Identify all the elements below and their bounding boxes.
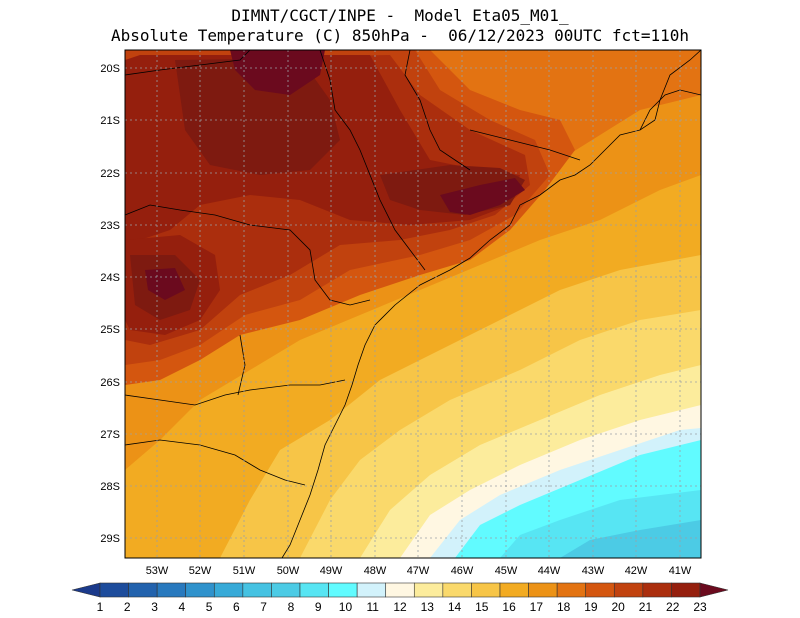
grid-lines — [125, 50, 701, 558]
lon-label: 53W — [146, 565, 169, 577]
lat-label: 29S — [100, 533, 120, 545]
field-23c-west — [145, 268, 185, 300]
colorbar-label: 12 — [393, 600, 407, 614]
colorbar-swatch — [128, 582, 158, 598]
lon-label: 48W — [364, 565, 387, 577]
chart-title-line-1: DIMNT/CGCT/INPE - Model Eta05_M01_ — [231, 6, 569, 25]
state-border-5 — [639, 89, 701, 131]
colorbar-swatch — [413, 582, 444, 598]
state-border-7 — [125, 379, 346, 406]
lat-label: 20S — [100, 63, 120, 75]
colorbar-label: 16 — [502, 600, 516, 614]
colorbar-label: 2 — [124, 600, 131, 614]
colorbar-arrow-right — [699, 582, 729, 598]
colorbar-swatch — [213, 582, 244, 598]
colorbar-swatch — [528, 582, 558, 598]
colorbar-swatch — [671, 582, 701, 598]
lat-label: 23S — [100, 220, 120, 232]
colorbar-swatch — [613, 582, 644, 598]
colorbar-label: 13 — [421, 600, 435, 614]
colorbar-arrow-left — [71, 582, 101, 598]
colorbar-swatch — [642, 582, 672, 598]
lon-label: 47W — [407, 565, 430, 577]
colorbar-swatch — [556, 582, 587, 598]
state-border-3 — [404, 50, 471, 171]
lon-label: 41W — [669, 565, 692, 577]
colorbar-label: 21 — [639, 600, 653, 614]
colorbar-swatch — [271, 582, 301, 598]
colorbar-swatch — [242, 582, 272, 598]
state-border-8 — [125, 439, 306, 486]
colorbar-label: 20 — [612, 600, 626, 614]
colorbar: 1 2 3 4 5 6 7 8 9 10 11 12 13 14 15 16 17 18 19 20 21 22 23 — [71, 582, 729, 614]
chart-title-line-2: Absolute Temperature (C) 850hPa - 06/12/… — [111, 26, 689, 45]
colorbar-label: 23 — [693, 600, 707, 614]
colorbar-label: 3 — [151, 600, 158, 614]
colorbar-swatch — [156, 582, 187, 598]
colorbar-label: 6 — [233, 600, 240, 614]
lon-label: 43W — [582, 565, 605, 577]
colorbar-swatch — [356, 582, 387, 598]
colorbar-label: 4 — [178, 600, 185, 614]
colorbar-swatch — [585, 582, 615, 598]
colorbar-swatch — [385, 582, 415, 598]
latitude-labels: 20S 21S 22S 23S 24S 25S 26S 27S 28S 29S — [100, 63, 120, 545]
lat-label: 25S — [100, 324, 120, 336]
lon-label: 52W — [189, 565, 212, 577]
lat-label: 24S — [100, 272, 120, 284]
lon-label: 45W — [495, 565, 518, 577]
lon-label: 50W — [277, 565, 300, 577]
colorbar-label: 14 — [448, 600, 462, 614]
colorbar-swatch — [185, 582, 215, 598]
field-23c-east — [440, 178, 525, 215]
lon-label: 51W — [233, 565, 256, 577]
colorbar-label: 9 — [315, 600, 322, 614]
lat-label: 21S — [100, 115, 120, 127]
colorbar-swatch — [299, 582, 329, 598]
colorbar-label: 8 — [288, 600, 295, 614]
longitude-labels: 53W 52W 51W 50W 49W 48W 47W 46W 45W 44W … — [146, 565, 692, 577]
colorbar-label: 22 — [666, 600, 680, 614]
colorbar-label: 15 — [475, 600, 489, 614]
lat-label: 26S — [100, 377, 120, 389]
lon-label: 44W — [538, 565, 561, 577]
state-border-6 — [125, 204, 371, 306]
lon-label: 49W — [320, 565, 343, 577]
colorbar-label: 5 — [206, 600, 213, 614]
colorbar-label: 19 — [584, 600, 598, 614]
map-frame — [124, 49, 702, 559]
lon-label: 46W — [451, 565, 474, 577]
colorbar-label: 17 — [530, 600, 544, 614]
lat-label: 27S — [100, 429, 120, 441]
field-7c — [560, 520, 701, 558]
colorbar-label: 10 — [339, 600, 353, 614]
lat-label: 22S — [100, 168, 120, 180]
colorbar-label: 18 — [557, 600, 571, 614]
colorbar-swatch — [499, 582, 529, 598]
state-border-9 — [237, 334, 246, 396]
colorbar-label: 11 — [366, 600, 379, 614]
colorbar-swatch — [99, 582, 129, 598]
lat-label: 28S — [100, 481, 120, 493]
state-border-2 — [319, 50, 426, 271]
colorbar-swatch — [471, 582, 501, 598]
temperature-field — [125, 50, 701, 558]
coastline-borders — [125, 50, 701, 558]
colorbar-swatch — [328, 582, 358, 598]
colorbar-label: 7 — [260, 600, 267, 614]
lon-label: 42W — [625, 565, 648, 577]
field-23c-north — [230, 50, 325, 95]
colorbar-label: 1 — [97, 600, 104, 614]
colorbar-swatch — [442, 582, 472, 598]
state-border-4 — [469, 129, 581, 161]
